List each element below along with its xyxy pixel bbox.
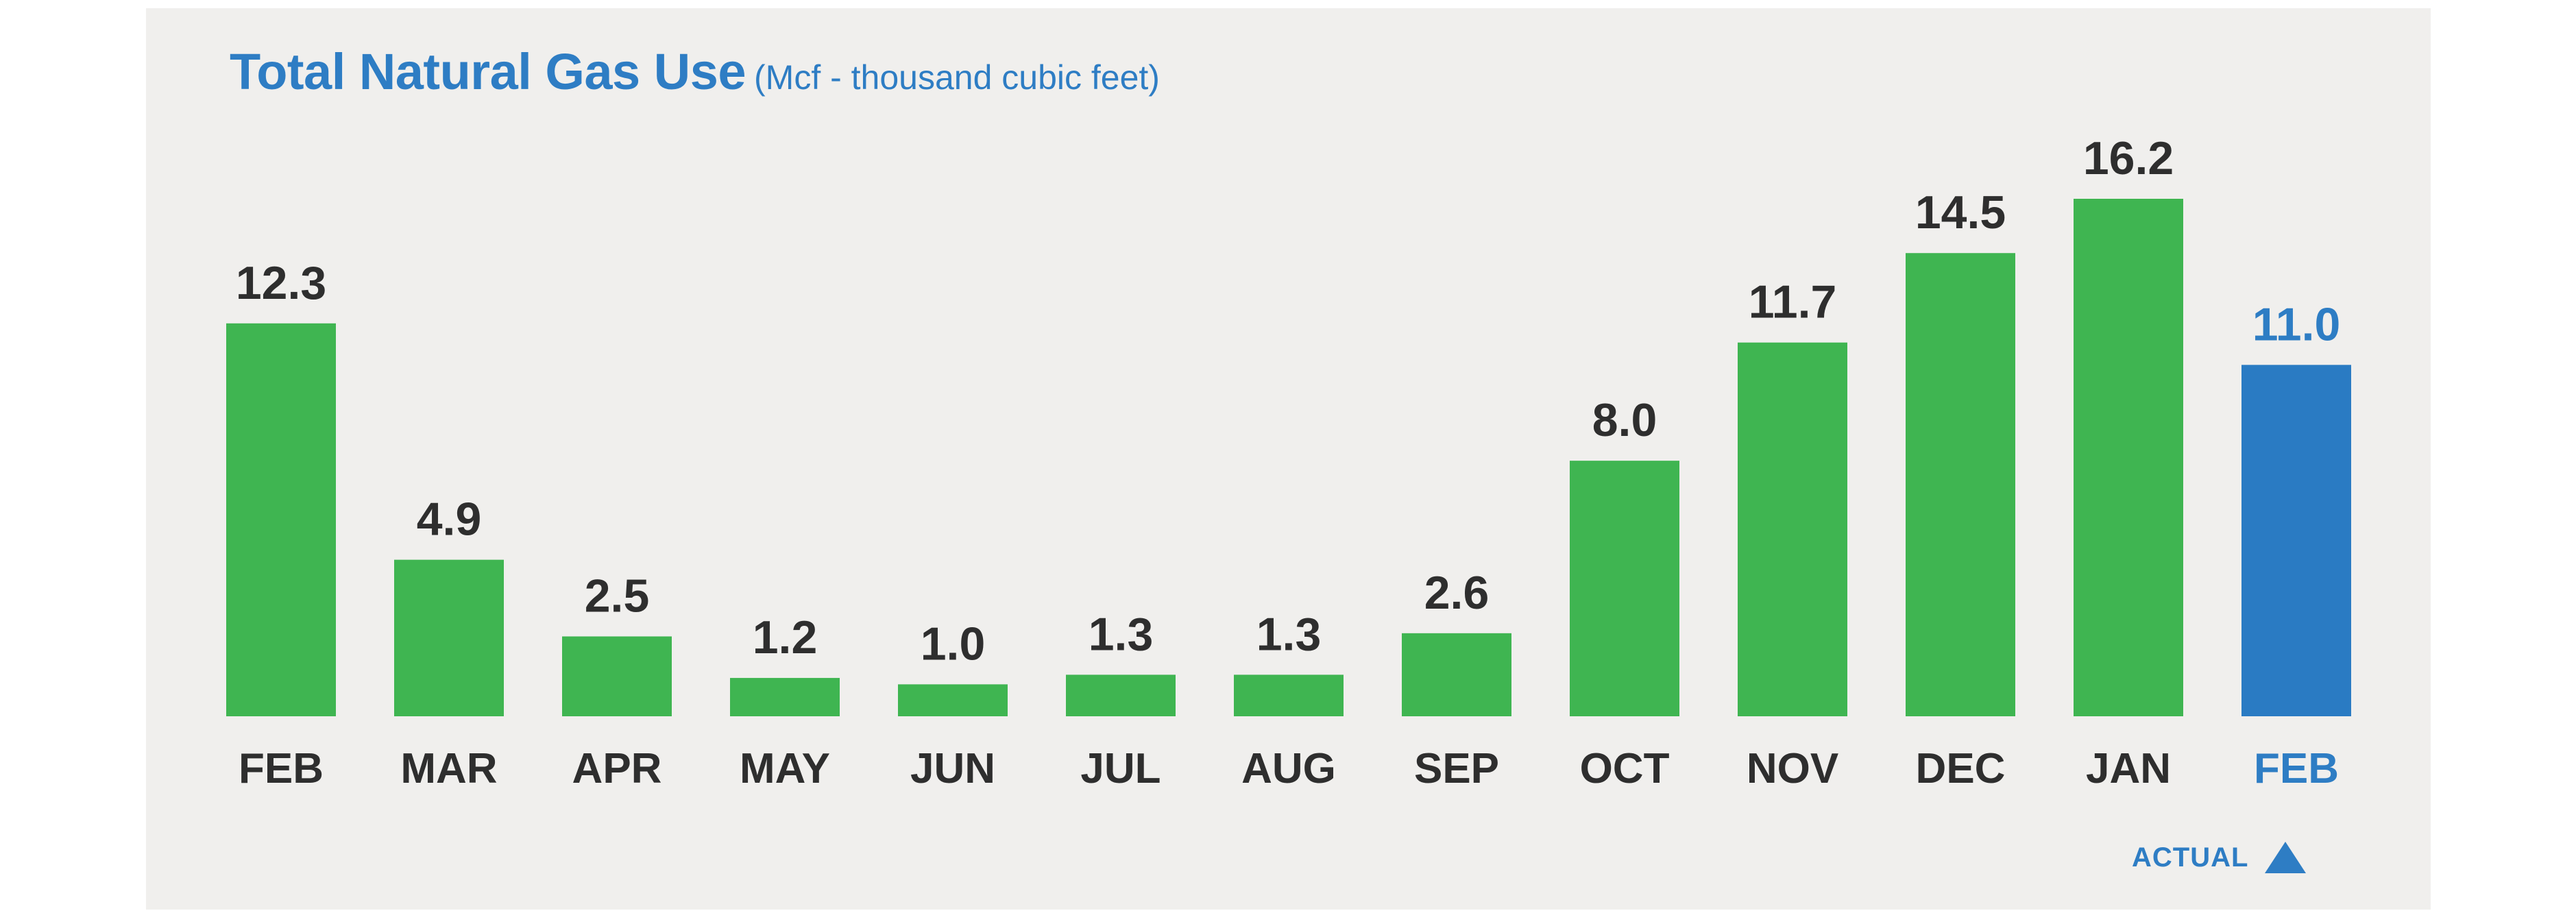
bar-feb-12: [2241, 365, 2351, 716]
bar-apr-2: [562, 636, 672, 716]
chart-title-main: Total Natural Gas Use: [230, 43, 746, 100]
value-label: 2.6: [1424, 567, 1490, 619]
category-label: JUN: [910, 745, 995, 792]
value-label: 1.0: [921, 618, 986, 670]
bar-aug-6: [1234, 674, 1344, 716]
category-label: SEP: [1414, 745, 1499, 792]
category-label: MAY: [740, 745, 830, 792]
bar-jul-5: [1066, 674, 1176, 716]
category-label: JUL: [1080, 745, 1161, 792]
value-label: 8.0: [1592, 394, 1657, 446]
bar-mar-1: [394, 559, 504, 716]
chart-subtitle: (Mcf - thousand cubic feet): [754, 58, 1160, 97]
value-label: 11.0: [2252, 298, 2341, 350]
value-label: 2.5: [585, 570, 650, 622]
chart-panel: [146, 8, 2431, 910]
value-label: 14.5: [1915, 186, 2006, 239]
bar-nov-9: [1738, 342, 1847, 716]
bar-sep-7: [1402, 633, 1511, 716]
category-label: APR: [572, 745, 662, 792]
value-label: 12.3: [236, 257, 326, 309]
category-label: OCT: [1580, 745, 1670, 792]
value-label: 1.2: [753, 611, 818, 664]
category-label: FEB: [239, 745, 324, 792]
category-label: NOV: [1747, 745, 1838, 792]
bar-jun-4: [898, 684, 1008, 716]
value-label: 11.7: [1749, 276, 1837, 328]
legend-label: ACTUAL: [2132, 842, 2249, 873]
value-label: 16.2: [2083, 132, 2174, 184]
value-label: 1.3: [1256, 608, 1322, 660]
bar-may-3: [730, 678, 840, 716]
category-label: DEC: [1916, 745, 2006, 792]
bar-oct-8: [1570, 461, 1679, 716]
category-label: AUG: [1241, 745, 1336, 792]
category-label: JAN: [2086, 745, 2171, 792]
legend-actual: ACTUAL: [2132, 842, 2307, 873]
triangle-up-icon: [2265, 842, 2307, 873]
chart-title: Total Natural Gas Use (Mcf - thousand cub…: [230, 42, 1160, 101]
bar-dec-10: [1906, 253, 2015, 716]
bar-jan-11: [2074, 199, 2183, 716]
category-label: FEB: [2254, 745, 2339, 792]
category-label: MAR: [400, 745, 497, 792]
bar-feb-0: [226, 323, 336, 716]
value-label: 4.9: [417, 494, 482, 546]
value-label: 1.3: [1089, 608, 1154, 660]
